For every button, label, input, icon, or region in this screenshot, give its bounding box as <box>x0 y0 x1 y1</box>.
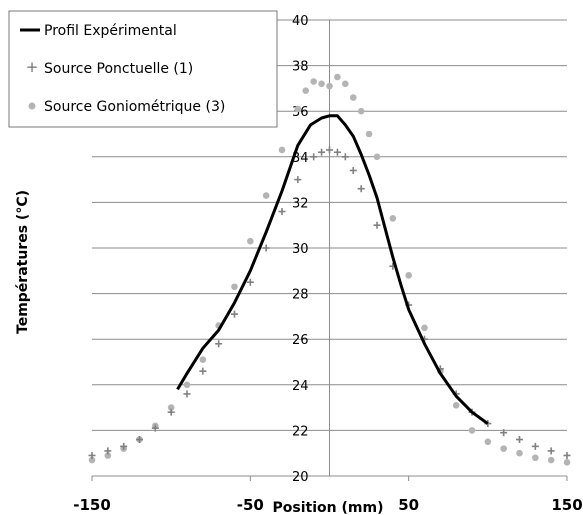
data-point <box>294 105 302 113</box>
legend-label-goniometrique: Source Goniométrique (3) <box>44 99 225 115</box>
data-point <box>199 356 207 364</box>
data-point <box>104 452 112 459</box>
series-goniometrique <box>88 73 571 466</box>
data-point <box>531 442 539 450</box>
y-tick-label: 38 <box>292 60 309 75</box>
data-point <box>516 436 523 444</box>
data-point <box>318 148 326 156</box>
data-point <box>120 442 128 450</box>
data-point <box>421 324 428 332</box>
legend-label-ponctuelle: Source Ponctuelle (1) <box>44 61 193 77</box>
legend-swatch-goniometrique <box>28 102 36 110</box>
data-point <box>310 78 317 85</box>
data-point <box>231 283 238 291</box>
data-point <box>326 82 333 90</box>
data-point <box>563 459 571 466</box>
data-point <box>563 451 571 459</box>
data-point <box>500 445 507 452</box>
series-layer <box>88 73 571 466</box>
data-point <box>262 192 270 199</box>
x-tick-label: 50 <box>398 496 419 514</box>
data-point <box>231 310 238 318</box>
legend-box <box>8 10 278 128</box>
legend-swatch-ponctuelle: + <box>26 58 39 76</box>
data-point <box>547 456 555 464</box>
data-point <box>373 221 381 229</box>
y-tick-label: 32 <box>292 196 309 211</box>
axes <box>92 20 567 477</box>
x-tick-label: -150 <box>73 496 111 514</box>
data-point <box>310 153 318 161</box>
x-tick-label: 150 <box>551 496 582 514</box>
data-point <box>215 340 223 348</box>
data-point <box>342 80 349 88</box>
data-point <box>136 436 143 444</box>
y-tick-label: 20 <box>292 470 309 485</box>
data-point <box>547 447 555 455</box>
data-point <box>199 367 207 375</box>
data-point <box>373 153 381 161</box>
data-point <box>88 456 96 464</box>
data-point <box>88 451 96 459</box>
data-point <box>167 408 175 416</box>
data-point <box>389 215 397 222</box>
data-point <box>246 278 254 286</box>
data-point <box>349 94 357 101</box>
x-tick-label: -50 <box>237 496 264 514</box>
data-point <box>183 381 191 389</box>
data-point <box>468 427 476 434</box>
y-axis-title: Températures (°C) <box>15 190 31 334</box>
y-tick-label: 30 <box>292 242 309 257</box>
data-point <box>247 237 254 245</box>
data-point <box>278 208 286 216</box>
data-point <box>516 449 523 457</box>
data-point <box>318 80 325 88</box>
data-point <box>262 244 270 252</box>
x-tick-labels: -150 -50 50 150 <box>73 476 583 514</box>
series-experimental <box>176 114 489 425</box>
data-point <box>333 148 341 156</box>
legend: Profil Expérimental + Source Ponctuelle … <box>8 10 278 128</box>
data-point <box>532 454 539 462</box>
data-point <box>167 404 175 411</box>
data-point <box>405 272 412 279</box>
x-axis-title: Position (mm) <box>273 500 384 515</box>
series-line <box>176 114 489 425</box>
data-point <box>326 146 333 154</box>
data-point <box>151 424 159 432</box>
data-point <box>357 185 365 193</box>
y-tick-label: 40 <box>292 14 309 29</box>
data-point <box>341 153 349 161</box>
y-tick-label: 24 <box>292 379 309 394</box>
data-point <box>294 176 302 184</box>
y-tick-label: 28 <box>292 288 309 303</box>
y-tick-label: 26 <box>292 333 309 348</box>
data-point <box>365 130 373 138</box>
data-point <box>334 73 341 81</box>
legend-label-experimental: Profil Expérimental <box>44 23 177 39</box>
data-point <box>183 390 191 398</box>
data-point <box>452 402 460 409</box>
data-point <box>484 438 492 446</box>
data-point <box>302 87 310 94</box>
y-tick-label: 22 <box>292 424 309 439</box>
data-point <box>104 447 112 455</box>
data-point <box>500 429 508 437</box>
data-point <box>278 146 286 154</box>
data-point <box>357 107 365 115</box>
data-point <box>349 166 357 174</box>
